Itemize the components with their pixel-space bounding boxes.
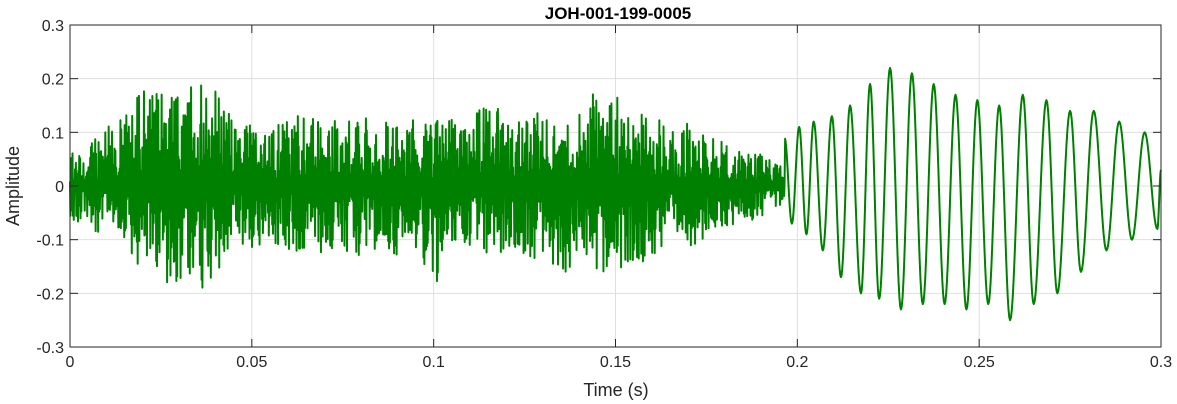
data-line [69, 66, 1162, 322]
chart-title: JOH-001-199-0005 [545, 4, 691, 23]
y-axis-label: Amplitude [3, 146, 23, 226]
y-tick-label: -0.2 [36, 286, 64, 303]
y-tick-label: 0.3 [42, 18, 64, 35]
y-tick-label: -0.1 [36, 233, 64, 250]
x-axis-label: Time (s) [583, 380, 648, 400]
y-tick-label: -0.3 [36, 340, 64, 357]
x-tick-label: 0.3 [1150, 354, 1172, 371]
y-tick-label: 0.2 [42, 72, 64, 89]
y-axis: -0.3 -0.2 -0.1 0 0.1 0.2 0.3 [36, 18, 1161, 357]
y-tick-label: 0 [55, 179, 64, 196]
amplitude-series-line [69, 66, 1162, 322]
y-tick-label: 0.1 [42, 125, 64, 142]
x-tick-label: 0.2 [786, 354, 808, 371]
x-tick-label: 0.05 [236, 354, 267, 371]
x-tick-label: 0.15 [600, 354, 631, 371]
x-axis: 0 0.05 0.1 0.15 0.2 0.25 0.3 [66, 25, 1172, 371]
x-tick-label: 0.1 [423, 354, 445, 371]
x-tick-label: 0.25 [964, 354, 995, 371]
x-tick-label: 0 [66, 354, 75, 371]
